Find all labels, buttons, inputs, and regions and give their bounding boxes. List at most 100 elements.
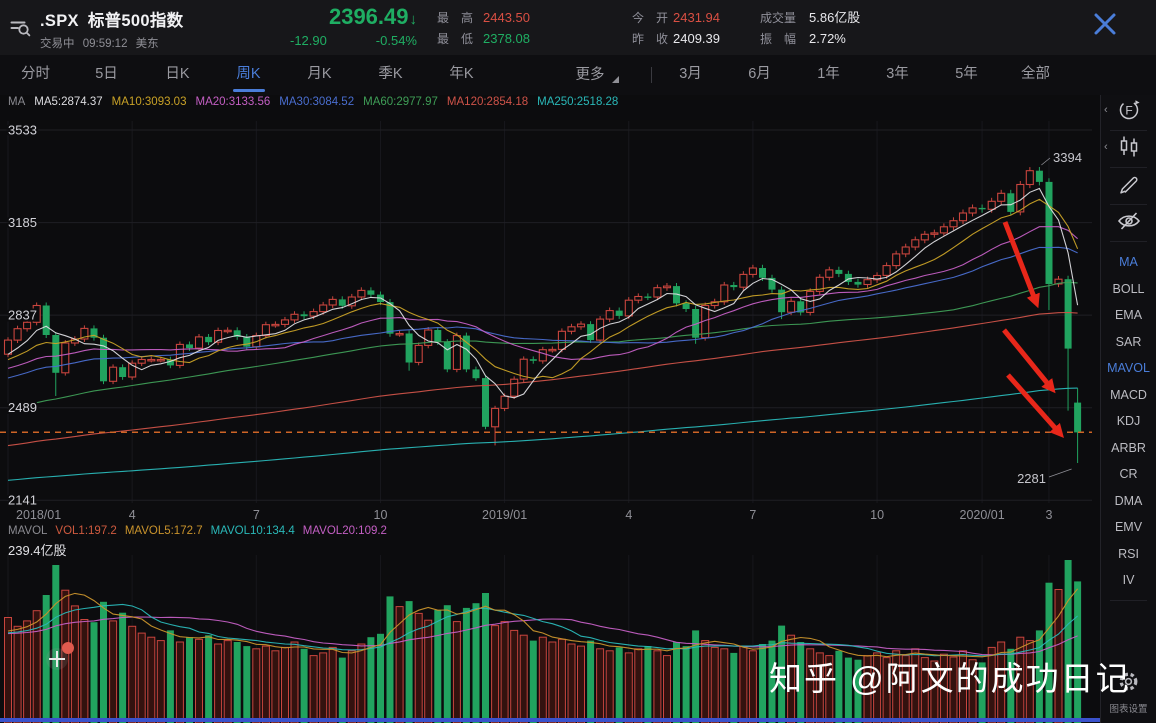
volume-bar xyxy=(529,640,537,723)
candle xyxy=(854,281,862,285)
sidebar-indicator-rsi[interactable]: RSI xyxy=(1118,546,1139,561)
candle xyxy=(80,327,89,340)
sidebar-indicator-iv[interactable]: IV xyxy=(1122,573,1135,587)
candle xyxy=(482,378,489,427)
candle xyxy=(768,277,776,290)
candle xyxy=(119,367,127,377)
tab-3月[interactable]: 3月 xyxy=(656,55,725,95)
tab-月K[interactable]: 月K xyxy=(284,55,355,95)
indicator-value: MA60:2977.97 xyxy=(363,96,438,108)
sidebar-indicator-mavol[interactable]: MAVOL xyxy=(1107,361,1150,375)
candle xyxy=(109,366,118,382)
chart-style-tool[interactable]: ‹ xyxy=(1101,132,1156,166)
volume-bar xyxy=(815,652,824,723)
close-icon[interactable] xyxy=(1092,11,1118,37)
stat-value: 2431.94 xyxy=(673,10,720,25)
sidebar-indicator-ema[interactable]: EMA xyxy=(1114,308,1143,322)
volume-bar xyxy=(787,634,796,723)
tab-5日[interactable]: 5日 xyxy=(71,55,142,95)
candle xyxy=(90,328,98,338)
x-axis-tick: 7 xyxy=(253,508,260,522)
candle xyxy=(395,332,404,336)
gear-icon xyxy=(1101,669,1156,699)
tab-separator xyxy=(651,67,652,83)
candle xyxy=(587,324,595,341)
sidebar-indicator-sar[interactable]: SAR xyxy=(1115,334,1142,349)
sidebar-indicator-arbr[interactable]: ARBR xyxy=(1111,440,1146,455)
x-axis-tick: 10 xyxy=(870,508,884,522)
symbol: .SPX xyxy=(40,12,79,30)
stat-group: 成交量 5.86亿股振 幅 2.72% xyxy=(760,7,860,49)
candle xyxy=(692,309,700,338)
sidebar-indicator-emv[interactable]: EMV xyxy=(1114,520,1143,534)
sidebar-indicator-boll[interactable]: BOLL xyxy=(1112,281,1145,296)
mavol-line xyxy=(7,588,1079,658)
tab-日K[interactable]: 日K xyxy=(142,55,213,95)
candle xyxy=(624,299,633,317)
sidebar-indicator-ma[interactable]: MA xyxy=(1119,255,1138,269)
stat-label: 今 开 xyxy=(632,11,669,25)
tab-分时[interactable]: 分时 xyxy=(0,55,71,95)
volume-bar xyxy=(634,648,643,723)
sidebar-indicator-cr[interactable]: CR xyxy=(1119,467,1138,481)
stat-value: 2443.50 xyxy=(483,10,530,25)
chart-settings-button[interactable]: 图表设置 xyxy=(1101,669,1156,715)
tab-年K[interactable]: 年K xyxy=(426,55,497,95)
draw-tool[interactable] xyxy=(1101,169,1156,203)
volume-bar xyxy=(1054,589,1063,723)
indicator-prefix: MAVOL xyxy=(8,525,48,537)
volume-bar xyxy=(166,630,174,723)
collapse-arrow-icon: ‹ xyxy=(1104,104,1108,116)
tab-5年[interactable]: 5年 xyxy=(932,55,1001,95)
sidebar-indicator-dma[interactable]: DMA xyxy=(1114,493,1143,508)
candle xyxy=(997,192,1006,202)
candle xyxy=(682,303,690,309)
f-adjust-tool[interactable]: ‹ F xyxy=(1101,95,1156,129)
sidebar-indicator-kdj[interactable]: KDJ xyxy=(1116,414,1141,428)
tab-3年[interactable]: 3年 xyxy=(863,55,932,95)
volume-bar xyxy=(290,641,299,723)
volume-bar xyxy=(1045,582,1053,723)
candle xyxy=(309,311,318,317)
candle xyxy=(892,253,901,267)
price-change-pct: -0.54% xyxy=(375,33,417,48)
bottom-edge-bar xyxy=(0,718,1100,722)
volume-chart[interactable] xyxy=(0,527,1100,723)
volume-bar xyxy=(730,652,738,723)
volume-bar xyxy=(261,645,270,723)
volume-bar xyxy=(1007,648,1015,723)
volume-bar xyxy=(1035,630,1043,723)
volume-bar xyxy=(109,620,118,723)
tab-更多[interactable]: 更多 xyxy=(547,55,647,95)
candle xyxy=(491,407,500,428)
candle xyxy=(186,344,193,349)
candle xyxy=(261,324,270,337)
tab-1年[interactable]: 1年 xyxy=(794,55,863,95)
indicator-value: MAVOL5:172.7 xyxy=(124,525,203,537)
sidebar-indicator-macd[interactable]: MACD xyxy=(1110,387,1147,402)
settings-label: 图表设置 xyxy=(1109,704,1148,715)
candle xyxy=(939,226,948,234)
volume-bar xyxy=(692,630,700,723)
candle xyxy=(280,319,290,325)
volume-bar xyxy=(949,656,958,723)
ma-line xyxy=(7,187,1079,399)
tab-6月[interactable]: 6月 xyxy=(725,55,794,95)
volume-bar xyxy=(538,636,547,723)
price-block: 2396.49↓ -12.90 -0.54% xyxy=(290,4,417,48)
x-axis-tick: 2018/01 xyxy=(16,508,61,522)
volume-bar xyxy=(271,650,280,723)
candle xyxy=(434,330,442,342)
tab-周K[interactable]: 周K xyxy=(213,55,284,95)
tab-全部[interactable]: 全部 xyxy=(1001,55,1070,95)
candle xyxy=(873,274,882,281)
tab-季K[interactable]: 季K xyxy=(355,55,426,95)
candle xyxy=(710,301,719,307)
volume-bar xyxy=(519,634,528,723)
volume-bar xyxy=(653,650,662,723)
candle xyxy=(243,336,251,347)
search-list-icon[interactable] xyxy=(9,16,32,39)
hide-drawings-tool[interactable] xyxy=(1101,206,1156,240)
y-axis-tick: 2489 xyxy=(8,400,37,415)
